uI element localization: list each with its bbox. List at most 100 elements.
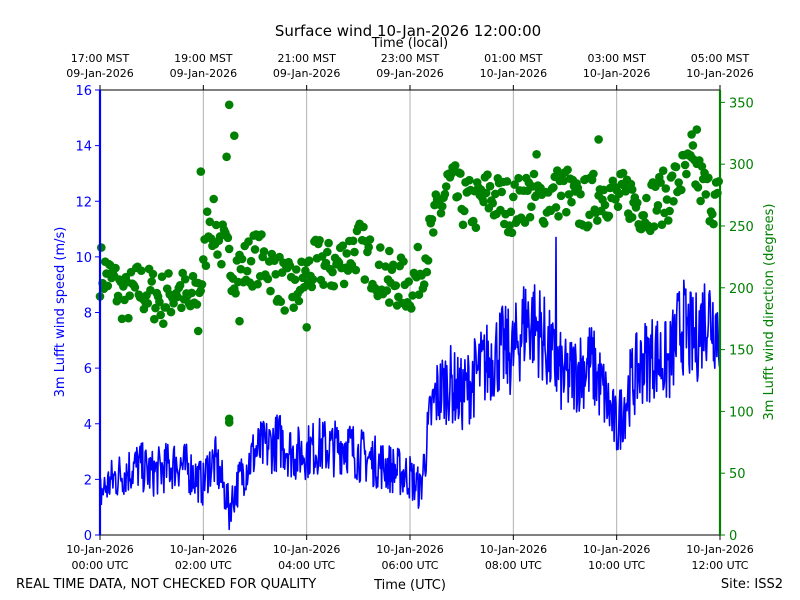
direction-point bbox=[456, 169, 465, 178]
direction-point bbox=[657, 220, 667, 229]
direction-point bbox=[159, 319, 168, 329]
direction-point bbox=[481, 188, 491, 198]
left-tick-label: 2 bbox=[84, 473, 92, 488]
direction-outlier-point bbox=[302, 323, 312, 332]
direction-point bbox=[413, 242, 423, 252]
direction-point bbox=[111, 263, 120, 273]
top-tick-time: 21:00 MST bbox=[277, 52, 336, 65]
direction-point bbox=[113, 291, 123, 301]
direction-point bbox=[469, 216, 478, 226]
direction-point bbox=[564, 190, 574, 199]
direction-point bbox=[507, 228, 517, 238]
direction-point bbox=[621, 187, 630, 196]
top-tick-time: 01:00 MST bbox=[484, 52, 543, 65]
direction-outlier-point bbox=[230, 131, 239, 140]
direction-outlier-point bbox=[594, 135, 603, 144]
direction-point bbox=[324, 238, 333, 248]
direction-point bbox=[554, 212, 563, 221]
left-tick-label: 8 bbox=[84, 307, 92, 322]
direction-point bbox=[636, 224, 646, 234]
bottom-tick-time: 12:00 UTC bbox=[691, 559, 748, 572]
direction-point bbox=[263, 274, 273, 284]
direction-point bbox=[497, 187, 507, 197]
direction-point bbox=[201, 261, 211, 271]
direction-point bbox=[266, 286, 275, 296]
direction-point bbox=[294, 296, 304, 306]
direction-point bbox=[642, 193, 651, 203]
bottom-tick-date: 10-Jan-2026 bbox=[583, 543, 651, 556]
direction-point bbox=[559, 176, 568, 186]
direction-point bbox=[308, 275, 318, 284]
direction-point bbox=[527, 202, 536, 211]
direction-point bbox=[639, 211, 649, 220]
left-axis-label: 3m Lufft wind speed (m/s) bbox=[53, 227, 68, 398]
direction-point bbox=[374, 260, 384, 270]
direction-point bbox=[505, 221, 514, 230]
direction-outlier-point bbox=[627, 213, 637, 222]
direction-point bbox=[697, 162, 707, 171]
direction-point bbox=[658, 166, 668, 175]
direction-point bbox=[280, 306, 290, 315]
direction-point bbox=[197, 280, 207, 289]
direction-point bbox=[259, 247, 269, 256]
direction-point bbox=[701, 190, 711, 199]
top-tick-date: 09-Jan-2026 bbox=[376, 67, 444, 80]
direction-outlier-point bbox=[193, 326, 203, 336]
direction-point bbox=[175, 281, 185, 290]
direction-point bbox=[360, 275, 370, 284]
direction-point bbox=[567, 197, 576, 207]
direction-point bbox=[458, 220, 468, 230]
direction-point bbox=[510, 180, 519, 189]
direction-point bbox=[385, 246, 394, 256]
direction-point bbox=[633, 198, 642, 208]
direction-point bbox=[381, 262, 390, 271]
direction-point bbox=[563, 165, 572, 175]
direction-point bbox=[422, 267, 432, 277]
direction-point bbox=[209, 194, 218, 204]
direction-point bbox=[460, 206, 469, 216]
bottom-tick-date: 10-Jan-2026 bbox=[66, 543, 134, 556]
tick-layer: 0 2 4 6 8 10 12 14 16 0 50 100 150 200 250 300 350 10-Jan… bbox=[66, 52, 754, 572]
direction-outlier-point bbox=[224, 100, 234, 110]
direction-point bbox=[151, 303, 160, 313]
bottom-tick-date: 10-Jan-2026 bbox=[273, 543, 341, 556]
direction-point bbox=[483, 170, 492, 179]
direction-point bbox=[338, 241, 348, 250]
direction-outlier-point bbox=[385, 298, 394, 307]
direction-point bbox=[649, 222, 659, 231]
direction-point bbox=[223, 233, 233, 243]
top-axis-label: Time (local) bbox=[371, 36, 448, 51]
direction-point bbox=[551, 203, 561, 212]
chart-title: Surface wind 10-Jan-2026 12:00:00 bbox=[275, 22, 541, 40]
direction-point bbox=[520, 218, 530, 227]
bottom-tick-time: 10:00 UTC bbox=[588, 559, 645, 572]
direction-point bbox=[103, 281, 113, 291]
direction-point bbox=[156, 310, 165, 320]
bottom-axis-label: Time (UTC) bbox=[373, 578, 446, 593]
direction-point bbox=[488, 198, 498, 208]
direction-point bbox=[576, 189, 585, 199]
direction-point bbox=[667, 171, 677, 180]
direction-outlier-point bbox=[222, 152, 231, 162]
direction-point bbox=[540, 219, 549, 228]
direction-point bbox=[665, 206, 674, 216]
direction-point bbox=[664, 216, 673, 225]
top-tick-time: 23:00 MST bbox=[381, 52, 440, 65]
direction-point bbox=[315, 236, 324, 245]
direction-point bbox=[506, 207, 516, 217]
direction-point bbox=[471, 223, 481, 232]
bottom-tick-date: 10-Jan-2026 bbox=[376, 543, 444, 556]
direction-point bbox=[407, 304, 416, 313]
direction-point bbox=[143, 299, 153, 308]
direction-point bbox=[419, 280, 429, 289]
direction-point bbox=[290, 275, 300, 285]
direction-point bbox=[429, 228, 438, 237]
direction-point bbox=[147, 277, 156, 286]
direction-point bbox=[509, 192, 518, 202]
bottom-tick-time: 02:00 UTC bbox=[175, 559, 232, 572]
direction-point bbox=[529, 169, 539, 179]
bottom-tick-time: 00:00 UTC bbox=[71, 559, 128, 572]
direction-point bbox=[173, 292, 182, 302]
direction-point bbox=[117, 314, 127, 324]
direction-point bbox=[244, 237, 253, 246]
